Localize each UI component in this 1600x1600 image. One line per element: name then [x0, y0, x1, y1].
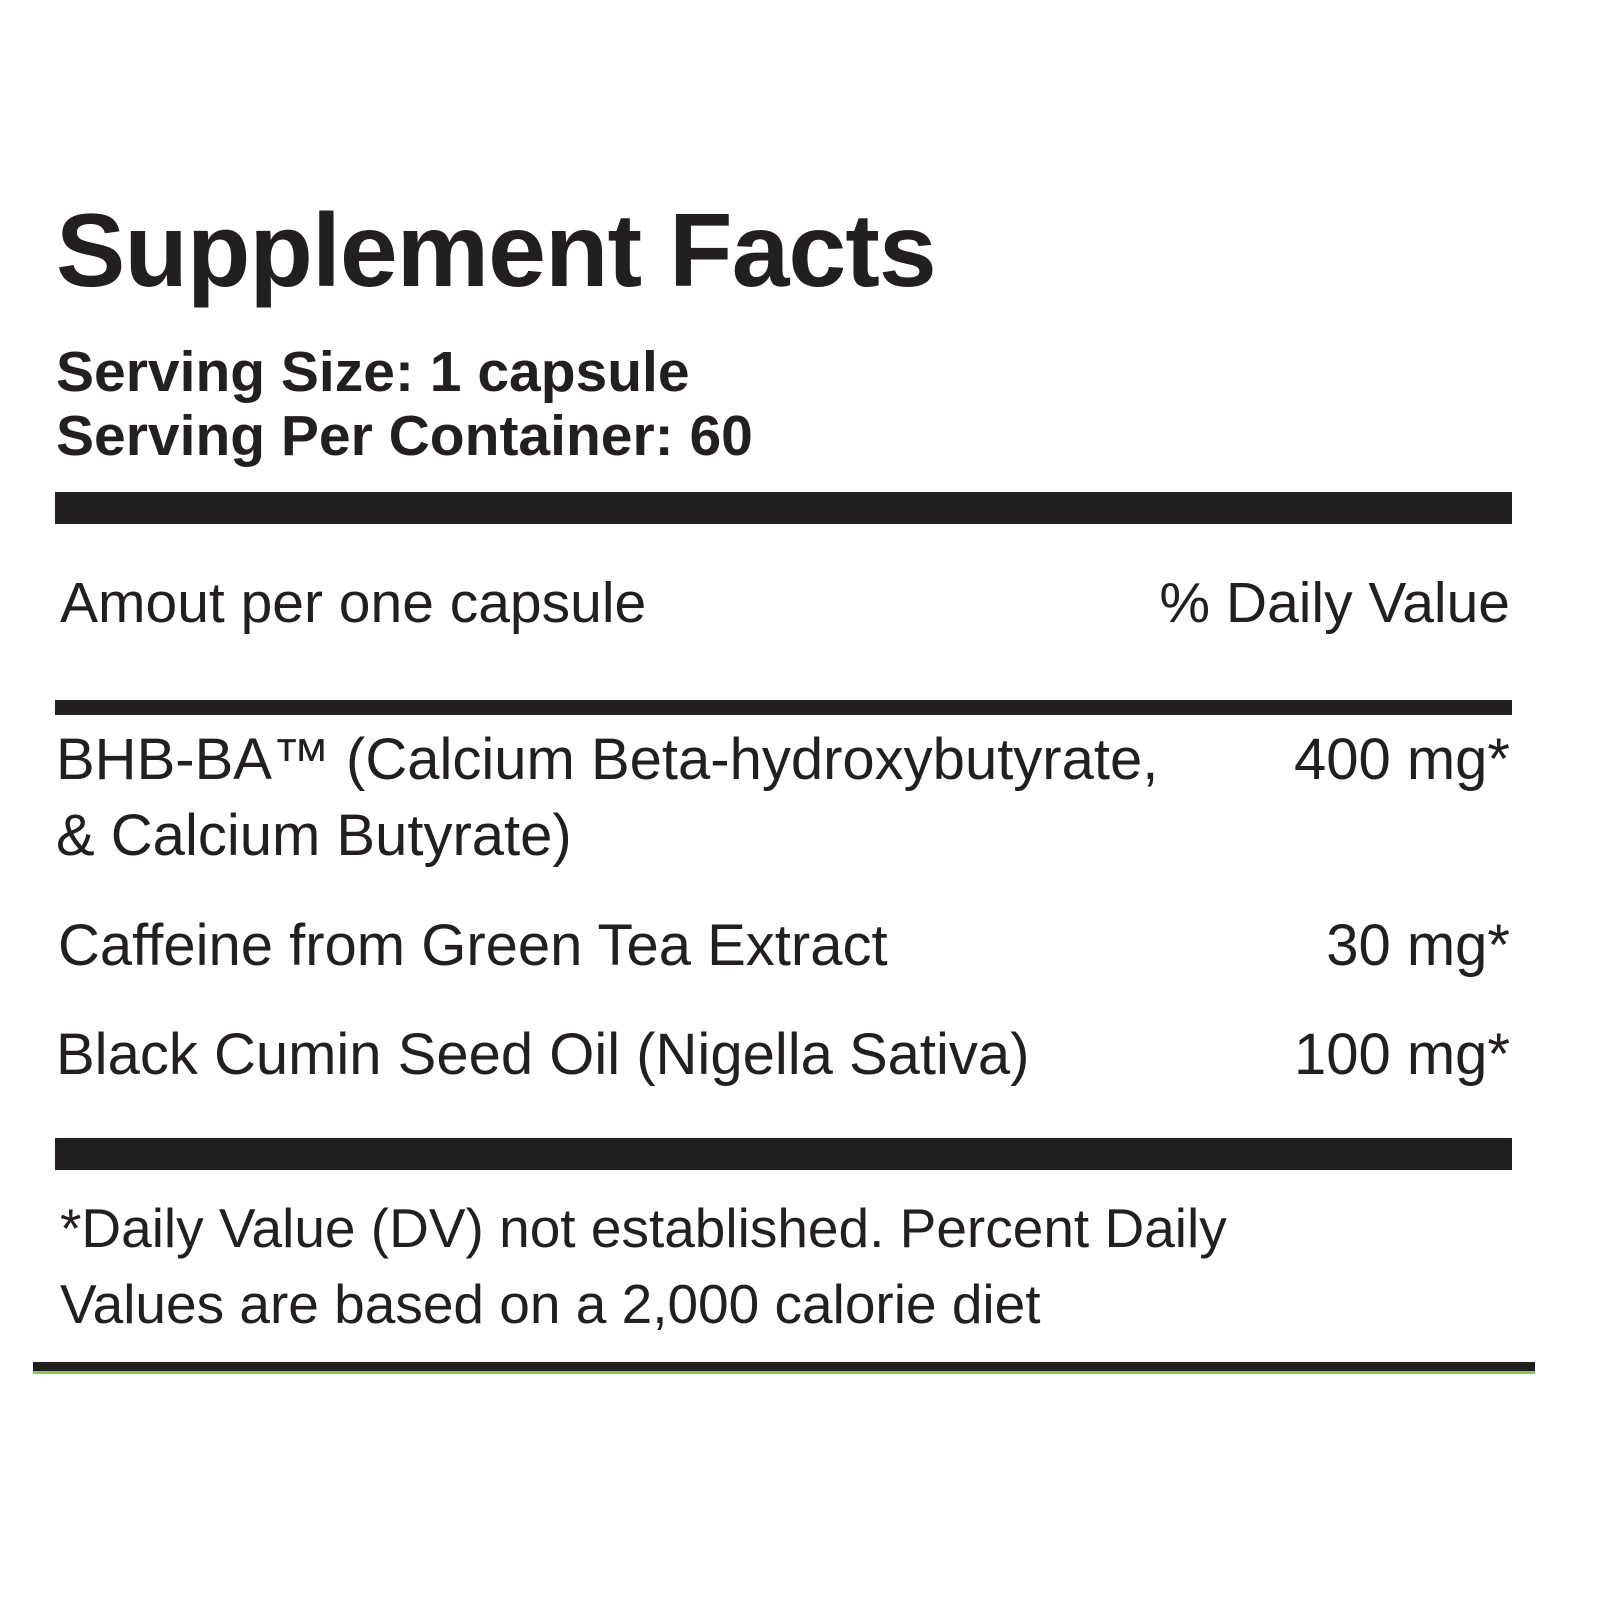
divider-thick [55, 1138, 1512, 1170]
footnote-line: Values are based on a 2,000 calorie diet [60, 1273, 1041, 1335]
ingredient-name: Black Cumin Seed Oil (Nigella Sativa) [56, 1022, 1030, 1087]
page-title: Supplement Facts [56, 193, 937, 309]
ingredient-name-line: BHB-BA™ (Calcium Beta-hydroxybutyrate, [56, 727, 1159, 792]
bottom-rule [33, 1362, 1535, 1374]
ingredient-name-line: & Calcium Butyrate) [56, 803, 572, 868]
ingredient-name: BHB-BA™ (Calcium Beta-hydroxybutyrate, &… [56, 722, 1158, 874]
footnote-line: *Daily Value (DV) not established. Perce… [60, 1197, 1227, 1259]
serving-size: Serving Size: 1 capsule [56, 340, 690, 404]
ingredient-name: Caffeine from Green Tea Extract [58, 913, 888, 978]
daily-value-header: % Daily Value [1159, 571, 1510, 635]
footnote: *Daily Value (DV) not established. Perce… [60, 1190, 1227, 1342]
divider-thick [55, 492, 1512, 524]
ingredient-amount: 100 mg* [1293, 1022, 1510, 1087]
ingredient-amount: 400 mg* [1293, 727, 1510, 792]
servings-per-container: Serving Per Container: 60 [56, 404, 753, 468]
divider-medium [55, 700, 1512, 715]
amount-header: Amout per one capsule [60, 571, 647, 635]
ingredient-amount: 30 mg* [1326, 913, 1510, 978]
